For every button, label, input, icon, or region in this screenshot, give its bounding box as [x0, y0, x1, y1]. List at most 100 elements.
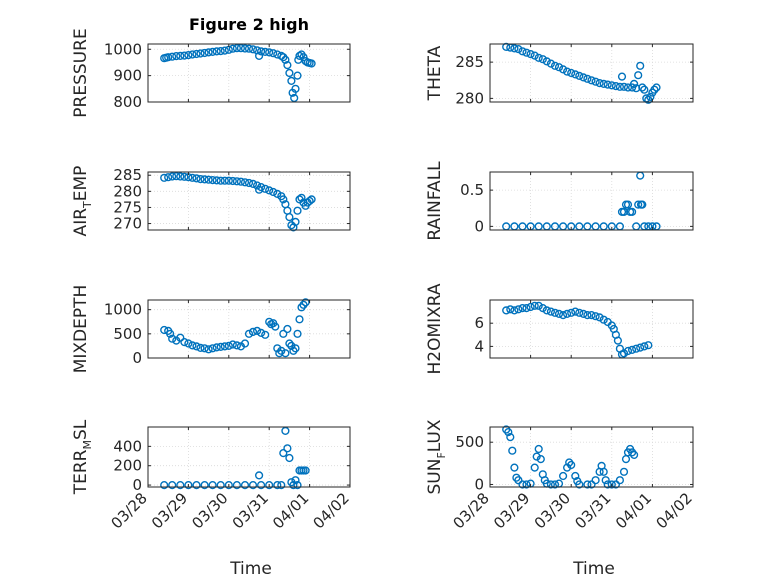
y-tick-label: 0	[132, 476, 142, 494]
data-point	[232, 481, 242, 490]
data-point	[240, 178, 250, 187]
y-axis-label: THETA	[425, 45, 445, 101]
data-point	[244, 44, 254, 53]
data-point	[546, 480, 556, 489]
data-point	[571, 70, 580, 79]
data-point	[255, 471, 264, 480]
data-point	[293, 206, 302, 215]
axes-box	[489, 299, 694, 359]
data-point	[291, 476, 300, 485]
data-point	[172, 172, 181, 181]
data-point	[204, 345, 213, 354]
axes-box	[147, 171, 351, 231]
y-tick-label: 400	[113, 437, 142, 455]
data-point	[636, 61, 645, 70]
data-point	[257, 47, 266, 56]
axes-box	[147, 299, 351, 359]
data-point	[271, 322, 280, 331]
data-point	[558, 311, 568, 320]
data-point	[176, 333, 185, 342]
data-point	[285, 213, 294, 222]
data-point	[285, 68, 294, 78]
data-point	[638, 83, 647, 92]
data-point	[236, 177, 246, 186]
y-tick-label: 280	[455, 89, 484, 107]
data-point	[228, 44, 237, 53]
data-point	[615, 82, 625, 91]
data-point	[216, 481, 225, 490]
data-point	[615, 476, 625, 485]
data-point	[538, 55, 547, 64]
y-axis-label: PRESSURE	[71, 28, 91, 117]
plot-area	[490, 300, 693, 358]
data-point	[232, 177, 242, 186]
plot-area	[148, 172, 350, 230]
data-point	[623, 346, 633, 356]
data-point	[595, 78, 604, 88]
data-point	[240, 481, 250, 490]
data-point	[629, 79, 639, 89]
x-axis-label-left: Time	[229, 559, 272, 579]
data-point	[617, 72, 627, 81]
data-point	[550, 480, 560, 489]
data-point	[287, 341, 296, 351]
data-point	[571, 307, 580, 316]
data-point	[538, 304, 547, 313]
data-point	[208, 176, 217, 185]
data-point	[536, 455, 545, 464]
data-point	[601, 476, 610, 485]
data-point	[510, 463, 519, 472]
data-point	[224, 481, 233, 490]
data-point	[257, 328, 266, 338]
plot-area	[148, 300, 350, 358]
data-point	[188, 173, 197, 182]
data-point	[575, 308, 584, 317]
data-point	[634, 200, 643, 209]
data-point	[220, 46, 229, 55]
data-point	[613, 336, 623, 345]
data-point	[287, 76, 296, 86]
data-point	[514, 476, 523, 485]
data-point	[534, 444, 543, 454]
data-point	[279, 195, 288, 204]
data-point	[168, 172, 177, 181]
data-point	[269, 187, 278, 197]
data-point	[295, 315, 304, 324]
data-point	[200, 48, 209, 58]
data-point	[305, 196, 314, 206]
plot-area	[148, 427, 350, 487]
data-point	[607, 81, 616, 90]
data-point	[579, 73, 588, 82]
data-point	[255, 51, 264, 61]
data-point	[558, 65, 568, 74]
data-point	[595, 313, 604, 322]
y-tick-label: 900	[113, 67, 142, 85]
axes-box	[147, 426, 351, 488]
data-point	[583, 74, 592, 83]
data-point	[180, 338, 189, 347]
data-point	[293, 481, 302, 490]
data-point	[172, 51, 181, 61]
data-point	[522, 48, 531, 57]
data-point	[283, 60, 292, 70]
data-point	[623, 83, 633, 92]
data-point	[567, 68, 576, 78]
data-point	[200, 481, 209, 490]
data-point	[619, 467, 629, 476]
data-point	[248, 327, 258, 337]
data-point	[176, 51, 185, 61]
data-point	[273, 481, 282, 490]
data-point	[168, 52, 177, 61]
data-point	[279, 449, 288, 458]
y-tick-label: 500	[113, 325, 142, 343]
data-point	[220, 176, 229, 185]
data-point	[216, 46, 225, 56]
data-point	[281, 55, 290, 64]
data-point	[611, 81, 621, 91]
series-theta	[502, 42, 661, 104]
data-point	[192, 174, 201, 183]
data-point	[640, 85, 649, 94]
data-point	[583, 480, 592, 489]
series-terr_msl	[160, 426, 310, 490]
